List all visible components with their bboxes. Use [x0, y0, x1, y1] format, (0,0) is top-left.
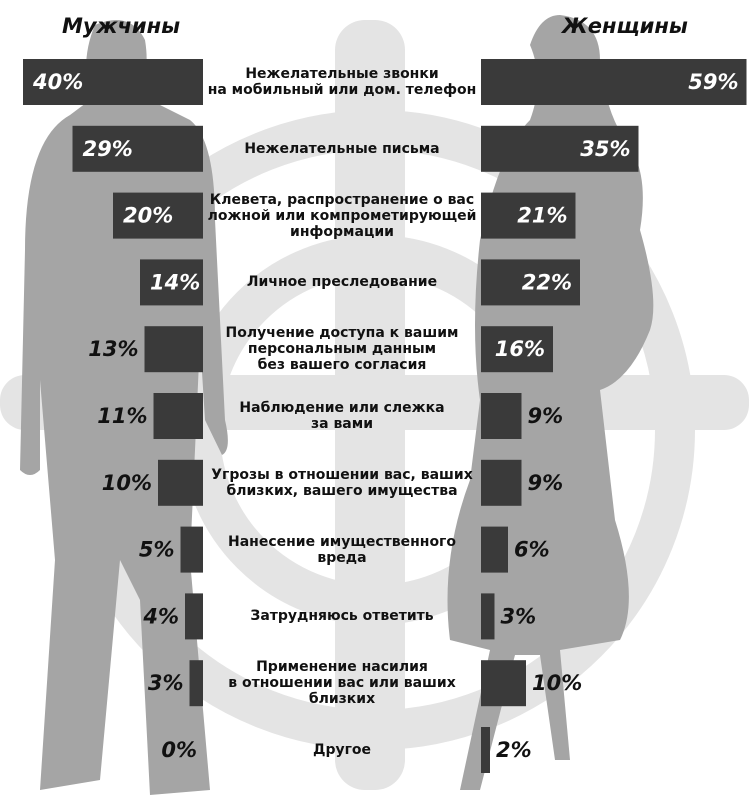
bar	[481, 326, 553, 373]
value-label: 9%	[528, 404, 564, 428]
value-label: 6%	[514, 538, 550, 562]
bar	[185, 593, 203, 640]
bar	[144, 326, 203, 373]
value-label: 0%	[161, 738, 197, 762]
category-label: Применение насилия в отношении вас или в…	[228, 659, 456, 708]
bar	[481, 727, 490, 773]
value-label: 2%	[496, 738, 532, 762]
bar	[72, 125, 203, 172]
value-label: 20%	[123, 204, 173, 228]
category-label: Нежелательные звонки на мобильный или до…	[207, 66, 477, 98]
value-label: 40%	[32, 70, 83, 94]
value-label: 10%	[102, 471, 152, 495]
category-label: Другое	[312, 742, 372, 758]
bar	[153, 393, 203, 439]
category-label: Личное преследование	[246, 274, 438, 291]
bar	[481, 192, 576, 239]
bar	[481, 125, 639, 172]
category-label: Нежелательные письма	[244, 140, 440, 157]
value-label: 3%	[148, 671, 184, 695]
value-label: 35%	[580, 137, 630, 161]
bar	[481, 393, 522, 439]
value-label: 14%	[150, 270, 200, 294]
bar	[481, 593, 495, 640]
bar	[481, 259, 580, 306]
bar	[113, 192, 203, 239]
value-label: 13%	[88, 337, 138, 361]
value-label: 9%	[528, 471, 564, 495]
category-label: Получение доступа к вашим персональным д…	[225, 325, 459, 374]
bar	[158, 459, 203, 506]
value-label: 10%	[532, 671, 582, 695]
bar	[481, 660, 526, 707]
category-label: Затрудняюсь ответить	[250, 608, 434, 625]
bar	[189, 660, 203, 707]
value-label: 16%	[495, 337, 545, 361]
bar	[140, 259, 203, 306]
bar	[481, 459, 522, 506]
category-label: Нанесение имущественного вреда	[228, 533, 456, 566]
bar	[481, 526, 508, 573]
value-label: 21%	[517, 204, 567, 228]
value-label: 11%	[97, 404, 147, 428]
value-label: 22%	[522, 270, 572, 294]
bar	[481, 59, 747, 105]
series-title: Мужчины	[62, 14, 181, 38]
value-label: 3%	[501, 604, 537, 628]
value-label: 29%	[83, 137, 133, 161]
category-label: Угрозы в отношении вас, ваших близких, в…	[211, 466, 473, 499]
value-label: 5%	[139, 538, 175, 562]
value-label: 4%	[142, 604, 179, 628]
category-label: Наблюдение или слежка за вами	[239, 400, 445, 432]
category-label: Клевета, распространение о вас ложной ил…	[207, 191, 477, 240]
series-title: Женщины	[562, 14, 688, 38]
value-label: 59%	[688, 70, 738, 94]
bar	[23, 59, 203, 105]
bar	[180, 526, 203, 573]
